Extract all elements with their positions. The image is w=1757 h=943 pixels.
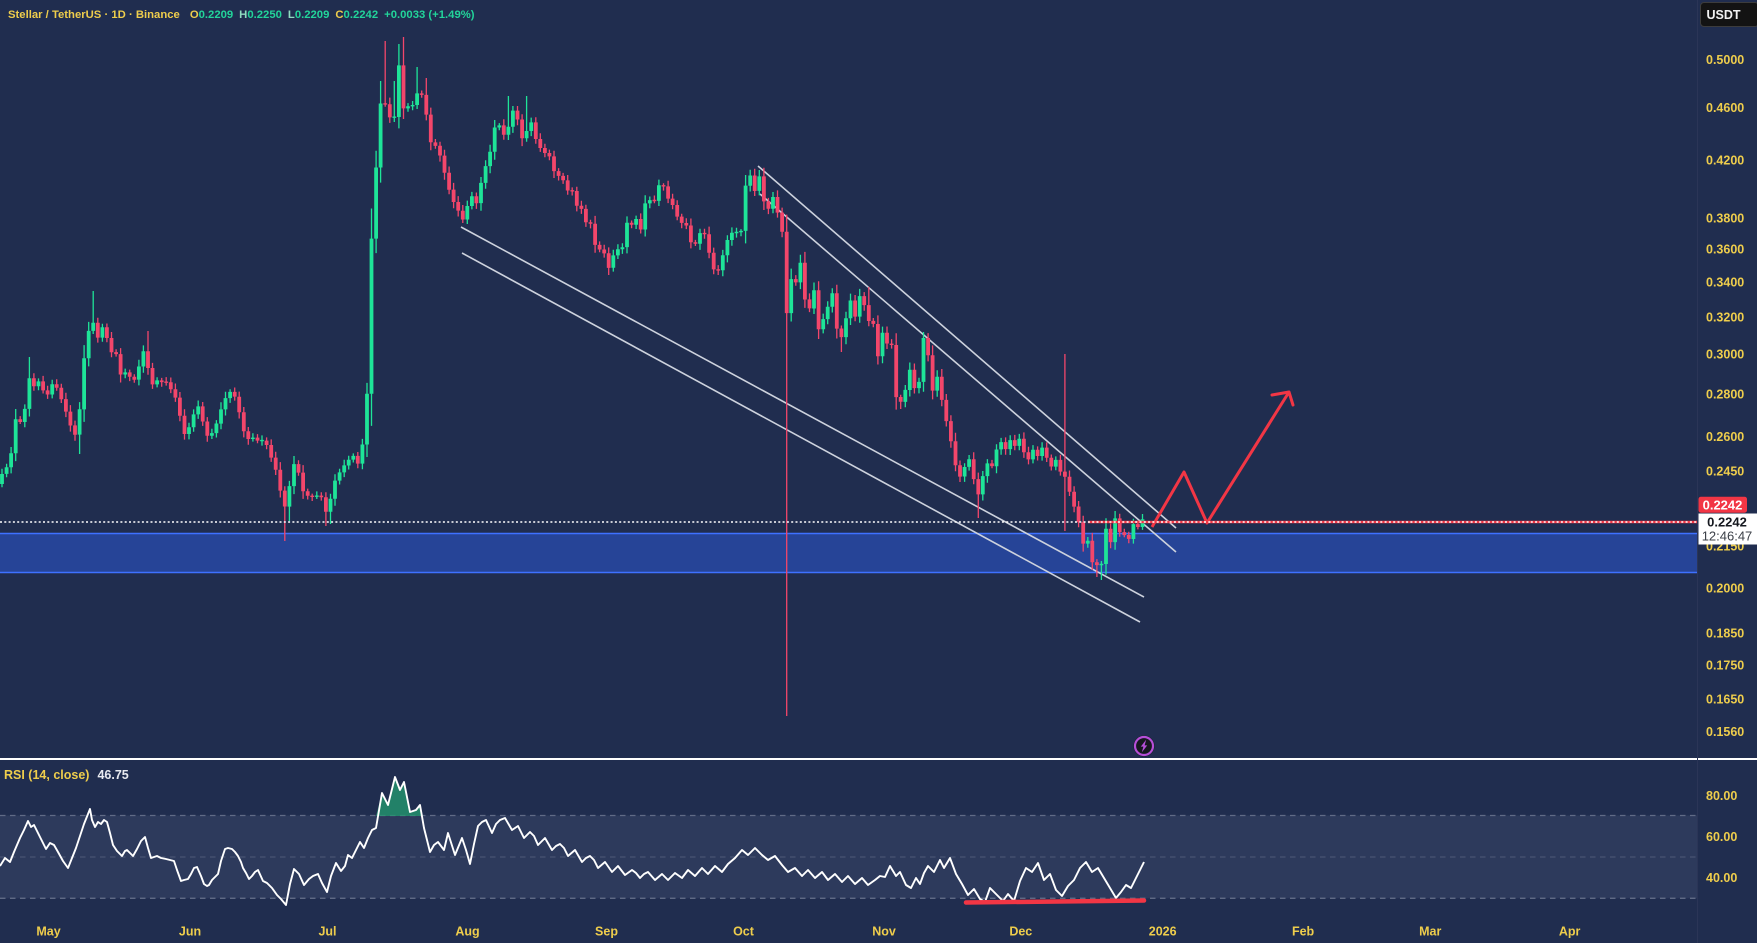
svg-text:0.4200: 0.4200 [1706,154,1744,168]
svg-text:Apr: Apr [1559,925,1581,939]
svg-text:RSI (14, close)46.75: RSI (14, close) 46.75 [4,768,129,782]
svg-text:Feb: Feb [1292,925,1315,939]
svg-text:Stellar / TetherUS · 1D · Bina: Stellar / TetherUS · 1D · Binance O0.2209… [8,9,475,21]
svg-text:60.00: 60.00 [1706,830,1737,844]
svg-text:USDT: USDT [1706,8,1740,22]
svg-text:0.2800: 0.2800 [1706,387,1744,401]
svg-text:0.5000: 0.5000 [1706,53,1744,67]
svg-text:0.1560: 0.1560 [1706,725,1744,739]
svg-text:Aug: Aug [455,925,479,939]
svg-text:Nov: Nov [872,925,896,939]
svg-text:0.1650: 0.1650 [1706,692,1744,706]
svg-text:Dec: Dec [1009,925,1032,939]
svg-text:0.2450: 0.2450 [1706,464,1744,478]
svg-text:0.2242: 0.2242 [1707,515,1747,530]
svg-text:Jul: Jul [318,925,336,939]
svg-text:12:46:47: 12:46:47 [1702,529,1753,544]
svg-text:80.00: 80.00 [1706,789,1737,803]
svg-text:0.2600: 0.2600 [1706,430,1744,444]
svg-text:0.1850: 0.1850 [1706,626,1744,640]
svg-text:Jun: Jun [179,925,201,939]
svg-text:0.3400: 0.3400 [1706,275,1744,289]
svg-text:0.2000: 0.2000 [1706,581,1744,595]
svg-text:Sep: Sep [595,925,618,939]
svg-text:0.3600: 0.3600 [1706,242,1744,256]
svg-text:0.3800: 0.3800 [1706,211,1744,225]
svg-text:0.1750: 0.1750 [1706,658,1744,672]
svg-text:Mar: Mar [1419,925,1441,939]
svg-text:2026: 2026 [1149,925,1177,939]
svg-text:May: May [36,925,60,939]
svg-text:Oct: Oct [733,925,755,939]
svg-text:0.3000: 0.3000 [1706,348,1744,362]
svg-text:0.3200: 0.3200 [1706,310,1744,324]
svg-text:40.00: 40.00 [1706,871,1737,885]
svg-text:0.4600: 0.4600 [1706,101,1744,115]
svg-text:0.2242: 0.2242 [1703,498,1743,513]
